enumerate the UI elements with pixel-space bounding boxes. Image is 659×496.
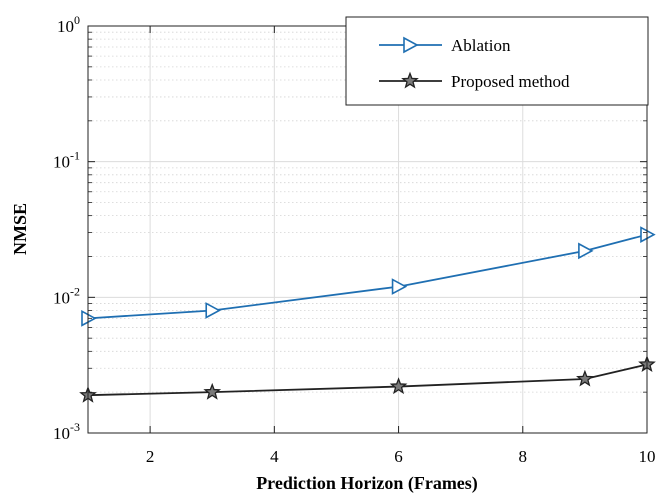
- x-tick-label: 4: [270, 447, 279, 466]
- legend-box: [345, 16, 649, 106]
- proposed-method-data-point: [389, 377, 408, 395]
- ablation-series-line: [87, 233, 648, 320]
- y-tick-label: 10-1: [53, 149, 80, 172]
- proposed-method-data-point: [576, 369, 594, 387]
- y-tick-label: 10-3: [53, 420, 80, 443]
- y-tick-label: 100: [57, 13, 80, 36]
- x-axis-title: Prediction Horizon (Frames): [256, 473, 478, 494]
- x-tick-label: 2: [146, 447, 155, 466]
- axis-ticks: 100 10-1 10-2 10-3 2 4 6 8 10: [53, 13, 656, 466]
- proposed-method-series-line: [87, 363, 648, 397]
- x-tick-label: 8: [519, 447, 528, 466]
- legend-marker-ablation: [403, 36, 419, 54]
- y-tick-label: 10-2: [53, 284, 80, 307]
- ablation-data-point: [391, 278, 408, 295]
- y-axis-title: NMSE: [10, 203, 30, 255]
- ablation-data-point: [205, 302, 221, 319]
- plot-series: [79, 226, 656, 403]
- x-tick-label: 6: [394, 447, 403, 466]
- legend-label-ablation: Ablation: [451, 36, 511, 55]
- legend-marker-proposed-method: [401, 71, 419, 89]
- legend-label-proposed-method: Proposed method: [451, 72, 570, 91]
- x-tick-label: 10: [639, 447, 656, 466]
- proposed-method-data-point: [203, 382, 222, 400]
- legend: Ablation Proposed method: [345, 16, 649, 106]
- ablation-data-point: [578, 242, 594, 260]
